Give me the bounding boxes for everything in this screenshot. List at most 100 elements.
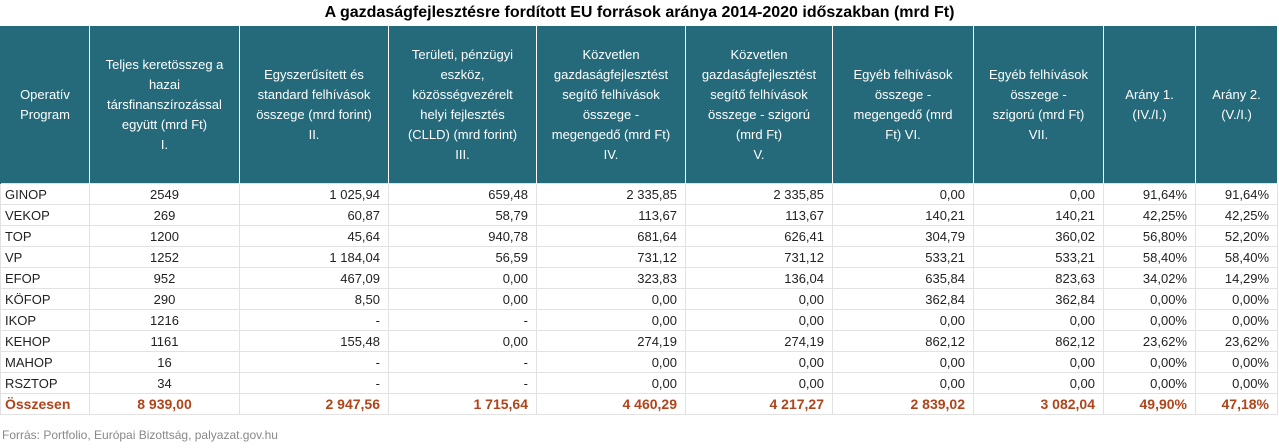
value-cell: 2 335,85 [685, 183, 833, 205]
table-row: GINOP 2549 1 025,94 659,48 2 335,85 2 335,85 0… [0, 183, 1278, 205]
value-cell: 0,00 [685, 309, 833, 331]
header-line: VII. [1028, 126, 1049, 142]
header-cell: Teljes keretösszeg a hazai társfinanszíroz… [89, 26, 240, 184]
value-cell: 0,00 [685, 288, 833, 310]
value-cell: - [239, 372, 389, 394]
value-cell: 0,00% [1103, 351, 1196, 373]
header-line: eszköz, [440, 66, 485, 82]
value-cell: 862,12 [832, 330, 974, 352]
value-cell: 16 [89, 351, 240, 373]
header-line: V. [753, 146, 765, 162]
table-row: KÖFOP 290 8,50 0,00 0,00 0,00 362,84 362,84 0,00… [0, 288, 1278, 310]
value-cell: 58,40% [1103, 246, 1196, 268]
header-cell: Egyéb felhívások összege - megengedő (mrd F… [832, 26, 974, 184]
value-cell: 0,00 [536, 351, 686, 373]
value-cell: 1200 [89, 225, 240, 247]
value-cell: 56,80% [1103, 225, 1196, 247]
value-cell: 0,00% [1195, 309, 1278, 331]
header-line: társfinanszírozással [107, 96, 222, 112]
header-line: szigorú (mrd Ft) [992, 106, 1085, 122]
value-cell: 60,87 [239, 204, 389, 226]
table-title: A gazdaságfejlesztésre fordított EU forr… [324, 4, 955, 21]
value-cell: 42,25% [1103, 204, 1196, 226]
data-table: Operatív Program Teljes keretösszeg a haza… [0, 26, 1278, 415]
value-cell: 533,21 [832, 246, 974, 268]
header-line: Program [20, 106, 70, 122]
value-cell: 862,12 [973, 330, 1104, 352]
value-cell: 1252 [89, 246, 240, 268]
program-cell: Összesen [0, 393, 90, 415]
header-cell: Közvetlen gazdaságfejlesztést segítő felhí… [536, 26, 686, 184]
program-cell: GINOP [0, 183, 90, 205]
header-line: hazai [148, 76, 181, 92]
value-cell: 4 460,29 [536, 393, 686, 415]
header-line: Arány 2. [1212, 86, 1261, 102]
header-line: (CLLD) (mrd forint) [407, 126, 518, 142]
value-cell: 635,84 [832, 267, 974, 289]
total-row: Összesen 8 939,00 2 947,56 1 715,64 4 460,29… [0, 393, 1278, 415]
value-cell: 140,21 [973, 204, 1104, 226]
value-cell: 56,59 [388, 246, 537, 268]
program-cell: VEKOP [0, 204, 90, 226]
header-line: Arány 1. [1125, 86, 1174, 102]
value-cell: 362,84 [832, 288, 974, 310]
header-cell: Egyéb felhívások összege - szigorú (mrd Ft… [973, 26, 1104, 184]
value-cell: 2 335,85 [536, 183, 686, 205]
value-cell: 91,64% [1195, 183, 1278, 205]
header-line: összege (mrd forint) [256, 106, 372, 122]
value-cell: 0,00 [973, 183, 1104, 205]
header-line: megengedő (mrd [853, 106, 953, 122]
value-cell: 0,00 [388, 267, 537, 289]
value-cell: 34,02% [1103, 267, 1196, 289]
header-line: II. [308, 126, 320, 142]
header-line: Közvetlen [730, 46, 788, 62]
program-cell: TOP [0, 225, 90, 247]
value-cell: 47,18% [1195, 393, 1278, 415]
value-cell: - [388, 309, 537, 331]
value-cell: 113,67 [536, 204, 686, 226]
value-cell: 3 082,04 [973, 393, 1104, 415]
value-cell: 659,48 [388, 183, 537, 205]
value-cell: 269 [89, 204, 240, 226]
header-cell: Egyszerűsített és standard felhívások össz… [239, 26, 389, 184]
value-cell: 4 217,27 [685, 393, 833, 415]
value-cell: 467,09 [239, 267, 389, 289]
value-cell: 23,62% [1103, 330, 1196, 352]
value-cell: 0,00 [536, 372, 686, 394]
header-line: Operatív [20, 86, 70, 102]
value-cell: 940,78 [388, 225, 537, 247]
value-cell: - [388, 351, 537, 373]
header-line: összege - szigorú [708, 106, 810, 122]
program-cell: RSZTOP [0, 372, 90, 394]
header-line: gazdaságfejlesztést [553, 66, 669, 82]
value-cell: 113,67 [685, 204, 833, 226]
value-cell: 2 839,02 [832, 393, 974, 415]
value-cell: 1 184,04 [239, 246, 389, 268]
value-cell: 14,29% [1195, 267, 1278, 289]
value-cell: 0,00 [536, 309, 686, 331]
value-cell: 0,00 [832, 372, 974, 394]
value-cell: 52,20% [1195, 225, 1278, 247]
value-cell: - [388, 372, 537, 394]
value-cell: - [239, 351, 389, 373]
value-cell: 1 025,94 [239, 183, 389, 205]
value-cell: 0,00% [1103, 288, 1196, 310]
value-cell: 533,21 [973, 246, 1104, 268]
header-line: Egyszerűsített és [264, 66, 364, 82]
value-cell: 0,00% [1195, 372, 1278, 394]
table-row: VP 1252 1 184,04 56,59 731,12 731,12 533,21 533… [0, 246, 1278, 268]
value-cell: 8,50 [239, 288, 389, 310]
header-line: (V./I.) [1221, 106, 1252, 122]
value-cell: 136,04 [685, 267, 833, 289]
header-cell: Operatív Program [0, 26, 90, 184]
value-cell: 0,00 [973, 372, 1104, 394]
value-cell: 290 [89, 288, 240, 310]
source-note: Forrás: Portfolio, Európai Bizottság, pa… [2, 428, 278, 442]
program-cell: IKOP [0, 309, 90, 331]
value-cell: 274,19 [536, 330, 686, 352]
value-cell: 1 715,64 [388, 393, 537, 415]
header-line: Egyéb felhívások [988, 66, 1088, 82]
program-cell: KÖFOP [0, 288, 90, 310]
value-cell: 45,64 [239, 225, 389, 247]
value-cell: 731,12 [536, 246, 686, 268]
